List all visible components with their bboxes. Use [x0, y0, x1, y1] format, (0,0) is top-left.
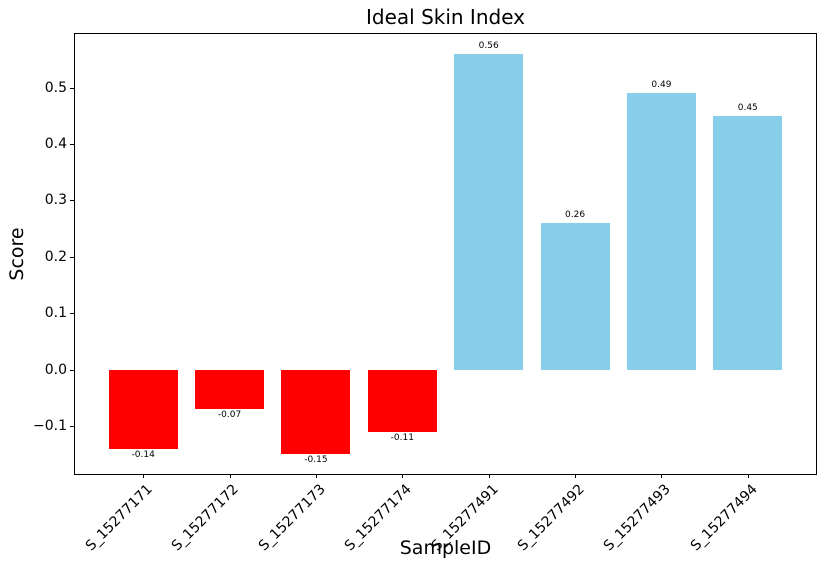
bar-S_15277491 — [454, 53, 524, 370]
y-tick-mark — [70, 256, 74, 258]
y-tick-label: −0.1 — [33, 418, 67, 435]
y-tick-label: 0.0 — [44, 361, 67, 378]
x-tick-mark — [402, 474, 404, 478]
bar-S_15277171 — [108, 369, 178, 449]
y-tick-mark — [70, 200, 74, 202]
y-tick-mark — [70, 144, 74, 145]
x-tick-mark — [488, 474, 490, 478]
chart-title: Ideal Skin Index — [366, 5, 525, 29]
bar-S_15277172 — [195, 369, 265, 410]
bar-value-label: 0.26 — [565, 209, 586, 220]
y-tick-mark — [70, 87, 74, 89]
bar-S_15277493 — [626, 93, 696, 370]
x-axis-label: SampleID — [399, 537, 492, 559]
x-tick-mark — [575, 474, 577, 478]
y-tick-label: 0.4 — [44, 136, 67, 152]
y-tick-label: 0.2 — [44, 248, 67, 265]
x-tick-mark — [661, 474, 663, 478]
y-tick-label: 0.5 — [44, 79, 67, 96]
y-tick-mark — [70, 426, 74, 428]
bar-S_15277173 — [281, 369, 351, 455]
bar-S_15277494 — [713, 115, 783, 370]
bar-value-label: -0.11 — [390, 432, 414, 443]
plot-area: -0.14 S_15277171 -0.07 S_15277172 -0.15 S_152… — [33, 33, 817, 554]
bar-S_15277492 — [540, 222, 610, 370]
bar-value-label: -0.14 — [131, 449, 155, 460]
y-tick-mark — [70, 313, 74, 315]
x-tick-mark — [143, 474, 145, 478]
y-tick-label: 0.3 — [44, 192, 67, 209]
bar-value-label: 0.45 — [737, 102, 758, 113]
y-tick-label: 0.1 — [44, 305, 67, 322]
x-tick-mark — [229, 474, 231, 478]
bar-value-label: -0.07 — [217, 410, 242, 421]
y-tick-mark — [70, 369, 74, 371]
bar-value-label: 0.56 — [478, 40, 499, 51]
x-tick-mark — [315, 474, 317, 478]
bar-S_15277174 — [367, 369, 437, 432]
bar-value-label: -0.15 — [304, 455, 328, 466]
bar-value-label: 0.49 — [651, 80, 672, 91]
x-tick-mark — [747, 474, 749, 478]
